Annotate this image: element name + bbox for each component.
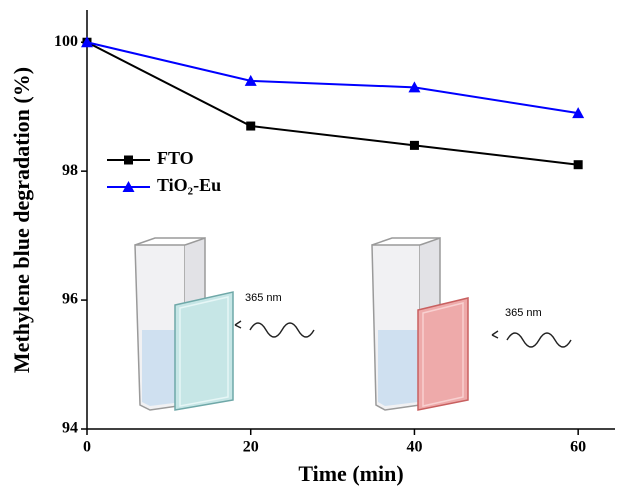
point [573, 160, 583, 170]
point [572, 107, 585, 119]
x-axis-label: Time (min) [298, 461, 403, 486]
point [244, 74, 257, 86]
y-tick-label: 96 [62, 291, 78, 308]
annotation: 365 nm [505, 307, 542, 319]
point [409, 140, 419, 150]
y-axis-label: Methylene blue degradation (%) [9, 67, 34, 373]
series-line [86, 41, 579, 115]
y-tick-label: 98 [62, 162, 78, 179]
legend-marker [122, 181, 135, 192]
legend-label: FTO [157, 148, 194, 168]
legend-label: TiO₂-Eu [157, 175, 221, 195]
point [81, 36, 93, 48]
annotation: 365 nm [245, 292, 282, 304]
x-tick-label: 60 [570, 439, 586, 456]
legend-marker [124, 155, 133, 165]
series-line [86, 41, 579, 166]
x-tick-label: 20 [243, 439, 259, 456]
point [246, 121, 256, 131]
x-tick-label: 0 [83, 439, 91, 456]
y-tick-label: 100 [54, 33, 78, 50]
light-wave [234, 320, 572, 348]
point [408, 81, 421, 93]
x-tick-label: 40 [406, 439, 422, 456]
y-tick-label: 94 [62, 420, 78, 437]
cuvette-illustration [134, 236, 469, 411]
